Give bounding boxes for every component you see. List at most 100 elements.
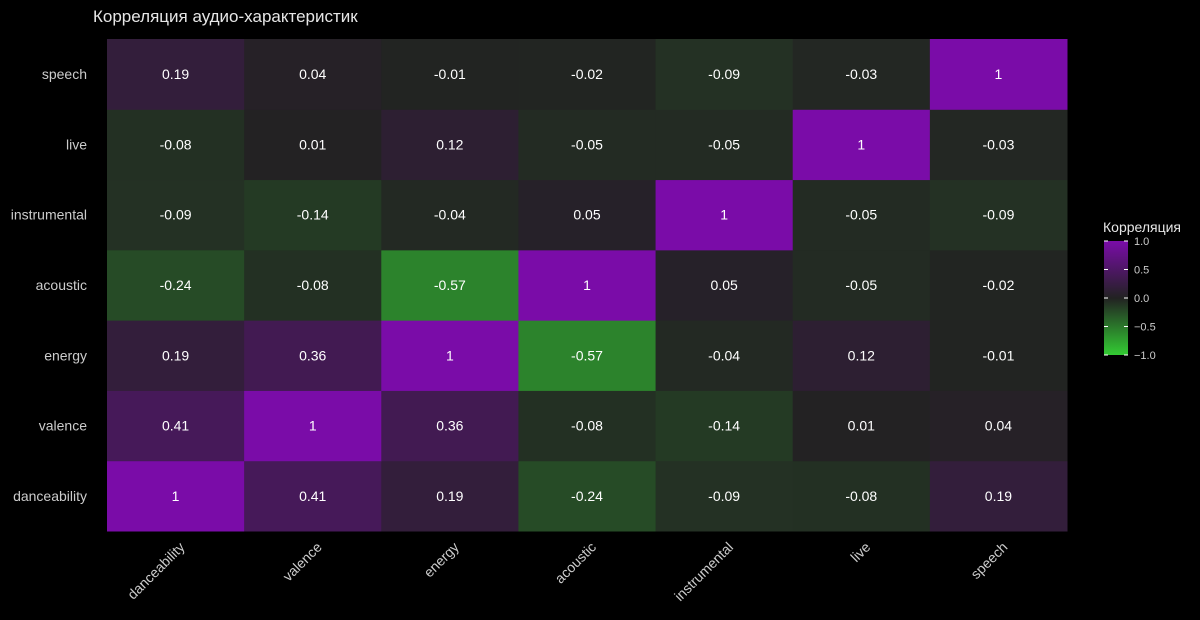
cell-value-label: 0.05 bbox=[711, 277, 738, 293]
cell-value-label: 0.36 bbox=[436, 418, 463, 434]
y-tick-label: live bbox=[66, 136, 87, 152]
cell-value-label: 0.19 bbox=[162, 347, 189, 363]
cell-value-label: 0.19 bbox=[436, 488, 463, 504]
cell-value-label: -0.05 bbox=[708, 136, 740, 152]
cell-value-label: -0.04 bbox=[434, 207, 466, 223]
cell-value-label: -0.24 bbox=[571, 488, 603, 504]
heatmap-cell bbox=[929, 109, 1068, 181]
heatmap-cell bbox=[381, 320, 519, 391]
heatmap-cell bbox=[107, 249, 245, 321]
heatmap-cell bbox=[792, 39, 931, 110]
cell-value-label: -0.14 bbox=[708, 418, 740, 434]
y-tick-label: energy bbox=[44, 347, 87, 363]
heatmap-cell bbox=[655, 179, 794, 251]
cell-value-label: -0.02 bbox=[571, 66, 603, 82]
cell-value-label: -0.09 bbox=[708, 66, 740, 82]
legend-tick-label: −0.5 bbox=[1134, 322, 1156, 334]
y-tick-label: valence bbox=[39, 418, 87, 434]
heatmap-cell bbox=[107, 39, 245, 110]
y-tick-label: speech bbox=[42, 66, 87, 82]
cell-value-label: -0.57 bbox=[434, 277, 466, 293]
heatmap-cell bbox=[381, 249, 519, 321]
cell-value-label: -0.08 bbox=[571, 418, 603, 434]
heatmap-cell bbox=[792, 320, 931, 391]
heatmap-cell bbox=[244, 39, 382, 110]
cell-value-label: -0.08 bbox=[160, 136, 192, 152]
cell-value-label: -0.02 bbox=[982, 277, 1014, 293]
cell-value-label: 0.01 bbox=[299, 136, 326, 152]
heatmap-cell bbox=[655, 109, 794, 181]
heatmap-cell bbox=[107, 320, 245, 391]
heatmap-cell bbox=[518, 249, 657, 321]
heatmap-cell bbox=[381, 460, 519, 532]
heatmap-cell bbox=[655, 320, 794, 391]
y-tick-label: instrumental bbox=[11, 207, 87, 223]
cell-value-label: -0.05 bbox=[845, 207, 877, 223]
cell-value-label: 0.19 bbox=[985, 488, 1012, 504]
cell-value-label: -0.08 bbox=[297, 277, 329, 293]
x-tick-label: energy bbox=[420, 539, 462, 581]
cell-value-label: 1 bbox=[446, 347, 454, 363]
heatmap-cell bbox=[655, 460, 794, 532]
cell-value-label: -0.04 bbox=[708, 347, 740, 363]
cell-value-label: 0.41 bbox=[299, 488, 326, 504]
cell-value-label: -0.09 bbox=[708, 488, 740, 504]
heatmap-cell bbox=[518, 179, 657, 251]
cell-value-label: 1 bbox=[720, 207, 728, 223]
heatmap-cell bbox=[244, 179, 382, 251]
cell-value-label: 1 bbox=[309, 418, 317, 434]
heatmap-cell bbox=[381, 109, 519, 181]
heatmap-cell bbox=[792, 179, 931, 251]
heatmap-cell bbox=[381, 390, 519, 462]
heatmap-cell bbox=[107, 390, 245, 462]
heatmap-cell bbox=[244, 390, 382, 462]
heatmap-cell bbox=[518, 390, 657, 462]
legend-tick-label: 1.0 bbox=[1134, 236, 1149, 248]
legend-title: Корреляция bbox=[1103, 219, 1181, 235]
heatmap-cell bbox=[381, 39, 519, 110]
cell-value-label: -0.14 bbox=[297, 207, 329, 223]
heatmap-cell bbox=[655, 39, 794, 110]
cell-value-label: 0.19 bbox=[162, 66, 189, 82]
chart-title: Корреляция аудио-характеристик bbox=[93, 7, 358, 26]
heatmap-cell bbox=[518, 39, 657, 110]
cell-value-label: 1 bbox=[583, 277, 591, 293]
cell-value-label: -0.03 bbox=[982, 136, 1014, 152]
heatmap-cell bbox=[929, 249, 1068, 321]
heatmap-cell bbox=[107, 109, 245, 181]
heatmap-cell bbox=[792, 390, 931, 462]
y-axis-labels: danceability valence energy acoustic instrum… bbox=[11, 66, 87, 504]
cell-value-label: -0.05 bbox=[845, 277, 877, 293]
cell-value-label: -0.01 bbox=[982, 347, 1014, 363]
x-axis-labels: danceability valence energy acoustic instrum… bbox=[124, 539, 1010, 604]
legend-tick-label: −1.0 bbox=[1134, 350, 1156, 362]
cell-value-label: 1 bbox=[172, 488, 180, 504]
cell-value-label: -0.24 bbox=[160, 277, 192, 293]
y-tick-label: acoustic bbox=[36, 277, 87, 293]
legend-tick-label: 0.0 bbox=[1134, 293, 1149, 305]
cell-value-label: -0.09 bbox=[160, 207, 192, 223]
heatmap-cells: 1 0.41 0.19 -0.24 -0.09 -0.08 0.19 0.41 1 0.36 -0.… bbox=[107, 39, 1068, 532]
heatmap-cell bbox=[929, 390, 1068, 462]
heatmap-cell bbox=[929, 39, 1068, 110]
heatmap-cell bbox=[518, 320, 657, 391]
x-tick-label: instrumental bbox=[671, 539, 736, 604]
heatmap-cell bbox=[244, 320, 382, 391]
y-tick-label: danceability bbox=[13, 488, 87, 504]
cell-value-label: 0.04 bbox=[299, 66, 326, 82]
cell-value-label: -0.09 bbox=[982, 207, 1014, 223]
heatmap-cell bbox=[929, 320, 1068, 391]
cell-value-label: 0.04 bbox=[985, 418, 1012, 434]
cell-value-label: 0.36 bbox=[299, 347, 326, 363]
heatmap-cell bbox=[107, 460, 245, 532]
cell-value-label: 1 bbox=[995, 66, 1003, 82]
color-legend: Корреляция 1.0 0.5 0.0 −0.5 −1.0 bbox=[1103, 219, 1181, 362]
heatmap-cell bbox=[518, 109, 657, 181]
x-tick-label: danceability bbox=[124, 539, 188, 603]
heatmap-cell bbox=[518, 460, 657, 532]
cell-value-label: -0.08 bbox=[845, 488, 877, 504]
x-tick-label: speech bbox=[967, 539, 1010, 582]
cell-value-label: 0.12 bbox=[848, 347, 875, 363]
cell-value-label: 0.12 bbox=[436, 136, 463, 152]
